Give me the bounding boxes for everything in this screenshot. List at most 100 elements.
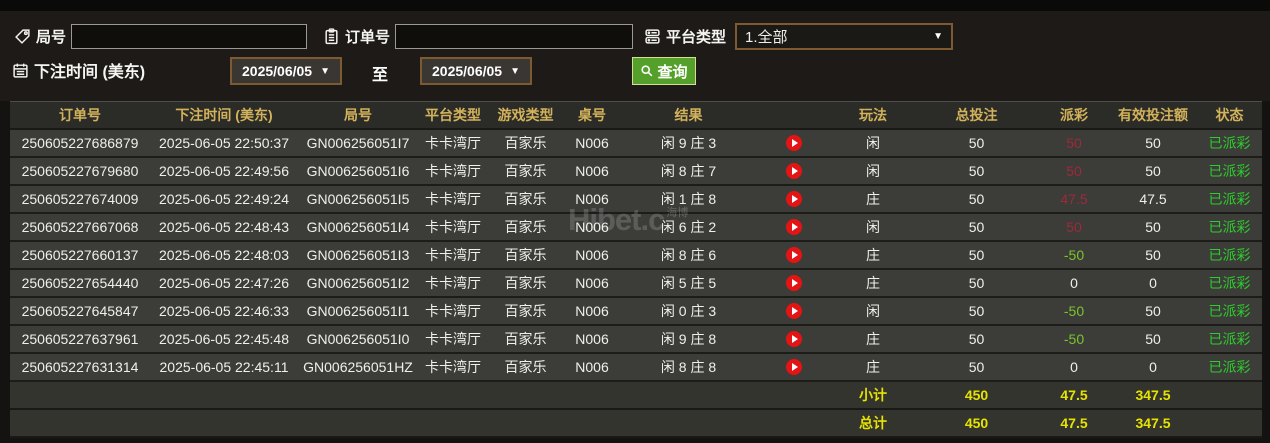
cell-play xyxy=(756,186,832,212)
cell-total-bet: 50 xyxy=(968,135,985,151)
cell-order-no: 250605227637961 xyxy=(21,331,139,347)
query-button-label: 查询 xyxy=(657,63,688,81)
cell-total-bet: 50 xyxy=(968,359,985,375)
round-input[interactable] xyxy=(71,24,308,49)
cell-game-type: 百家乐 xyxy=(504,275,547,291)
play-result-video-button[interactable] xyxy=(786,191,802,207)
query-button[interactable]: 查询 xyxy=(632,57,696,85)
cell-order-no: 250605227679680 xyxy=(21,163,139,179)
cell-play-type: 闲 xyxy=(866,163,880,179)
table-row: 250605227679680 2025-06-05 22:49:56 GN00… xyxy=(10,158,1262,186)
total-row: 总计 450 47.5 347.5 xyxy=(10,410,1262,438)
cell-platform: 卡卡湾厅 xyxy=(425,275,481,291)
table-row: 250605227637961 2025-06-05 22:45:48 GN00… xyxy=(10,326,1262,354)
cell-bet-time: 2025-06-05 22:48:03 xyxy=(159,247,289,263)
cell-play xyxy=(756,354,832,380)
cell-play xyxy=(756,270,832,296)
cell-result: 闲 6 庄 2 xyxy=(660,219,717,235)
cell-table-no: N006 xyxy=(575,191,609,207)
cell-order-no: 250605227654440 xyxy=(21,275,139,291)
table-row: 250605227654440 2025-06-05 22:47:26 GN00… xyxy=(10,270,1262,298)
cell-play-type: 闲 xyxy=(866,303,880,319)
cell-table-no: N006 xyxy=(575,303,609,319)
cell-bet-time: 2025-06-05 22:46:33 xyxy=(159,303,289,319)
cell-round-no: GN006256051I0 xyxy=(306,331,410,347)
cell-order-no: 250605227667068 xyxy=(21,219,139,235)
header-order-no: 订单号 xyxy=(59,107,101,123)
date-from-picker[interactable]: 2025/06/05 ▼ xyxy=(230,57,342,85)
cell-table-no: N006 xyxy=(575,275,609,291)
cell-valid-bet: 50 xyxy=(1145,163,1161,179)
cell-round-no: GN006256051I1 xyxy=(306,303,410,319)
cell-game-type: 百家乐 xyxy=(504,135,547,151)
cell-platform: 卡卡湾厅 xyxy=(425,247,481,263)
cell-game-type: 百家乐 xyxy=(504,191,547,207)
play-result-video-button[interactable] xyxy=(786,275,802,291)
play-icon xyxy=(792,223,798,231)
platform-select-value: 1.全部 xyxy=(745,29,788,46)
cell-result: 闲 9 庄 8 xyxy=(660,331,717,347)
platform-select[interactable]: 1.全部 ▼ xyxy=(735,23,954,50)
play-icon xyxy=(792,139,798,147)
cell-bet-time: 2025-06-05 22:45:11 xyxy=(159,359,289,375)
subtotal-row: 小计 450 47.5 347.5 xyxy=(10,382,1262,410)
tag-icon xyxy=(14,28,31,45)
date-to-value: 2025/06/05 xyxy=(432,63,503,79)
chevron-down-icon: ▼ xyxy=(510,65,520,77)
calendar-icon xyxy=(12,62,29,79)
cell-order-no: 250605227674009 xyxy=(21,191,139,207)
table-row: 250605227645847 2025-06-05 22:46:33 GN00… xyxy=(10,298,1262,326)
cell-result: 闲 8 庄 8 xyxy=(660,359,717,375)
chevron-down-icon: ▼ xyxy=(933,31,944,42)
header-status: 状态 xyxy=(1215,107,1244,123)
cell-play-type: 庄 xyxy=(866,191,880,207)
header-play-spacer xyxy=(756,102,832,128)
cell-result: 闲 9 庄 3 xyxy=(660,135,717,151)
cell-game-type: 百家乐 xyxy=(504,331,547,347)
header-game-type: 游戏类型 xyxy=(497,107,554,123)
cell-valid-bet: 47.5 xyxy=(1139,191,1167,207)
play-result-video-button[interactable] xyxy=(786,219,802,235)
play-result-video-button[interactable] xyxy=(786,331,802,347)
cell-round-no: GN006256051I5 xyxy=(306,191,410,207)
cell-game-type: 百家乐 xyxy=(504,163,547,179)
play-result-video-button[interactable] xyxy=(786,163,802,179)
play-result-video-button[interactable] xyxy=(786,359,802,375)
cell-platform: 卡卡湾厅 xyxy=(425,163,481,179)
cell-total-bet: 50 xyxy=(968,163,985,179)
cell-status: 已派彩 xyxy=(1208,219,1251,235)
play-result-video-button[interactable] xyxy=(786,135,802,151)
header-result: 结果 xyxy=(674,107,703,123)
cell-bet-time: 2025-06-05 22:47:26 xyxy=(159,275,289,291)
round-filter-group: 局号 xyxy=(14,24,308,49)
date-to-picker[interactable]: 2025/06/05 ▼ xyxy=(420,57,532,85)
search-icon xyxy=(641,65,653,77)
header-platform: 平台类型 xyxy=(425,107,481,123)
table-row: 250605227660137 2025-06-05 22:48:03 GN00… xyxy=(10,242,1262,270)
cell-payout: 47.5 xyxy=(1060,191,1088,207)
header-total-bet: 总投注 xyxy=(955,107,998,123)
cell-bet-time: 2025-06-05 22:48:43 xyxy=(159,219,289,235)
cell-status: 已派彩 xyxy=(1208,163,1251,179)
cell-valid-bet: 0 xyxy=(1149,359,1157,375)
cell-platform: 卡卡湾厅 xyxy=(425,191,481,207)
order-input[interactable] xyxy=(395,24,634,49)
cell-platform: 卡卡湾厅 xyxy=(425,135,481,151)
cell-play-type: 庄 xyxy=(866,247,880,263)
cell-payout: -50 xyxy=(1063,303,1085,319)
date-range-to-label: 至 xyxy=(372,67,389,84)
play-result-video-button[interactable] xyxy=(786,303,802,319)
header-round-no: 局号 xyxy=(344,107,372,123)
round-filter-label: 局号 xyxy=(36,29,67,46)
cell-bet-time: 2025-06-05 22:45:48 xyxy=(159,331,289,347)
cell-payout: 0 xyxy=(1070,275,1078,291)
cell-payout: 50 xyxy=(1066,219,1082,235)
subtotal-valid-bet: 347.5 xyxy=(1135,387,1171,403)
cell-order-no: 250605227686879 xyxy=(21,135,139,151)
play-result-video-button[interactable] xyxy=(786,247,802,263)
cell-game-type: 百家乐 xyxy=(504,359,547,375)
cell-table-no: N006 xyxy=(575,331,609,347)
cell-play xyxy=(756,242,832,268)
header-table-no: 桌号 xyxy=(578,107,606,123)
total-valid-bet: 347.5 xyxy=(1135,415,1171,431)
